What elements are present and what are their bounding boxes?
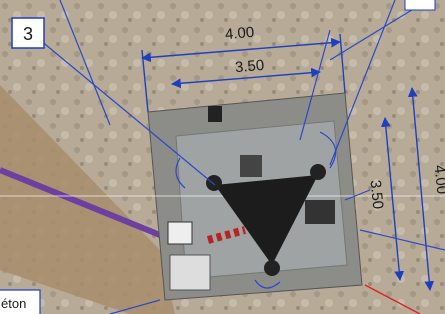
foot xyxy=(206,175,222,191)
site-plan: 4.00 3.50 3.50 4.00 3 éton xyxy=(0,0,445,314)
equipment xyxy=(208,106,222,122)
cabinet xyxy=(170,255,210,290)
dimension-label: 4.00 xyxy=(224,24,255,43)
equipment xyxy=(240,155,262,177)
callout-label: 3 xyxy=(23,24,33,44)
cabinet xyxy=(168,222,192,244)
foot xyxy=(310,164,326,180)
equipment xyxy=(305,200,335,224)
callout-box xyxy=(405,0,435,10)
dimension-label: 3.50 xyxy=(234,57,265,76)
material-label: éton xyxy=(1,296,26,311)
foot xyxy=(264,260,280,276)
dimension-label: 3.50 xyxy=(366,179,386,210)
